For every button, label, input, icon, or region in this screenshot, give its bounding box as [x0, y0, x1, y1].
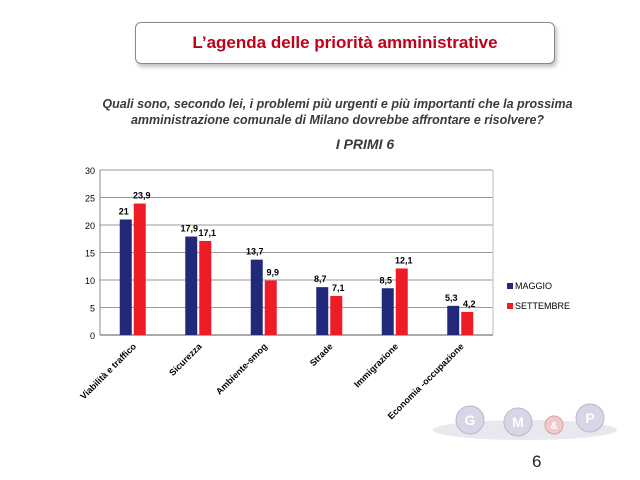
x-tick-label: Sicurezza	[167, 341, 204, 378]
logo-letter-p: P	[585, 410, 594, 426]
y-tick-label: 5	[90, 304, 95, 314]
y-tick-label: 0	[90, 331, 95, 341]
bar-maggio	[447, 305, 460, 335]
data-label: 21	[119, 207, 129, 217]
slide-title: L’agenda delle priorità amministrative	[192, 33, 498, 52]
bar-maggio	[250, 259, 263, 335]
data-label: 9,9	[266, 268, 279, 278]
logo-letter-m: M	[512, 414, 524, 430]
data-label: 17,1	[198, 228, 216, 238]
legend-swatch-settembre	[507, 303, 513, 309]
logo-letters: G M & P	[455, 403, 605, 437]
bar-settembre	[461, 311, 474, 335]
data-label: 4,2	[463, 299, 476, 309]
chart-subtitle: I PRIMI 6	[335, 136, 395, 152]
y-tick-label: 15	[85, 249, 95, 259]
y-tick-label: 10	[85, 276, 95, 286]
bar-settembre	[199, 240, 212, 335]
x-tick-label: Strade	[308, 341, 335, 368]
data-label: 23,9	[133, 191, 151, 201]
data-label: 5,3	[445, 293, 458, 303]
y-tick-label: 25	[85, 194, 95, 204]
bar-maggio	[316, 287, 329, 335]
data-label: 8,7	[314, 274, 327, 284]
data-label: 13,7	[246, 247, 264, 257]
data-label: 8,5	[379, 275, 392, 285]
question-text: Quali sono, secondo lei, i problemi più …	[60, 96, 615, 128]
x-tick-label: Viabilità e traffico	[78, 341, 138, 401]
question-line-2: amministrazione comunale di Milano dovre…	[130, 113, 545, 127]
legend-label-maggio: MAGGIO	[515, 281, 552, 291]
title-box: L’agenda delle priorità amministrative	[135, 22, 555, 64]
data-label: 17,9	[180, 224, 198, 234]
gmp-logo: G M & P	[433, 403, 617, 440]
y-tick-label: 20	[85, 221, 95, 231]
page-number: 6	[532, 452, 542, 471]
data-label: 7,1	[332, 283, 345, 293]
logo-letter-g: G	[465, 412, 476, 428]
x-tick-label: Immigrazione	[352, 341, 400, 389]
data-label: 12,1	[395, 255, 413, 265]
bar-settembre	[330, 295, 343, 335]
y-tick-label: 30	[85, 166, 95, 176]
logo-letter-amp: &	[550, 421, 557, 432]
bar-maggio	[119, 219, 132, 335]
bar-maggio	[381, 288, 394, 335]
bar-settembre	[395, 268, 408, 335]
bar-settembre	[133, 203, 146, 335]
question-line-1: Quali sono, secondo lei, i problemi più …	[102, 97, 573, 111]
legend-label-settembre: SETTEMBRE	[515, 301, 570, 311]
legend-swatch-maggio	[507, 283, 513, 289]
x-tick-label: Ambiente-smog	[214, 341, 269, 396]
bar-maggio	[185, 236, 198, 335]
bar-settembre	[264, 280, 277, 335]
